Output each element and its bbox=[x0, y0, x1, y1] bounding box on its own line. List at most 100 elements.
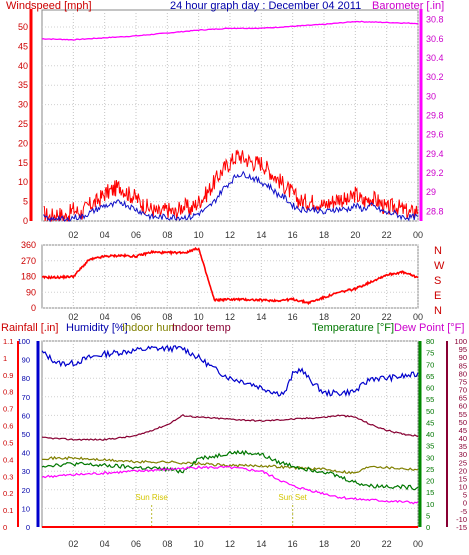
x-tick-label: 16 bbox=[288, 312, 298, 322]
rain-tick-label: 0.2 bbox=[3, 489, 13, 498]
headers: Windspeed [mph] 24 hour graph day : Dece… bbox=[1, 0, 464, 334]
barometer-tick-label: 28.8 bbox=[426, 206, 444, 216]
x-tick-label: 14 bbox=[256, 312, 266, 322]
x-tick-label: 16 bbox=[288, 230, 298, 240]
barometer-tick-label: 29.2 bbox=[426, 168, 444, 178]
dewpoint-tick-label: 45 bbox=[459, 426, 467, 435]
windspeed-tick-label: 45 bbox=[18, 41, 28, 51]
barometer-tick-label: 30.2 bbox=[426, 72, 444, 82]
temperature-tick-label: 75 bbox=[426, 349, 434, 358]
legend-rainfall: Rainfall [.in] bbox=[1, 322, 58, 334]
dewpoint-tick-label: 40 bbox=[459, 434, 467, 443]
dew-point-f-line bbox=[41, 465, 419, 505]
x-tick-label: 22 bbox=[382, 539, 392, 549]
dewpoint-tick-label: 60 bbox=[459, 402, 467, 411]
x-tick-label: 00 bbox=[413, 312, 423, 322]
x-tick-label: 18 bbox=[319, 539, 329, 549]
temperature-tick-label: 45 bbox=[426, 418, 434, 427]
dewpoint-tick-label: 85 bbox=[459, 361, 467, 370]
legend-dew-point: Dew Point [°F] bbox=[394, 322, 464, 334]
barometer-tick-label: 29.8 bbox=[426, 111, 444, 121]
temperature-tick-label: 70 bbox=[426, 360, 434, 369]
dewpoint-tick-label: 70 bbox=[459, 386, 467, 395]
temperature-tick-label: 20 bbox=[426, 477, 434, 486]
humidity-tick-label: 10 bbox=[22, 504, 30, 513]
rain-tick-label: 0.7 bbox=[3, 405, 13, 414]
legend-temperature: Temperature [°F] bbox=[312, 322, 394, 334]
humidity-tick-label: 90 bbox=[22, 356, 30, 365]
dewpoint-tick-label: 15 bbox=[459, 474, 467, 483]
temperature-tick-label: 5 bbox=[426, 511, 430, 520]
windspeed-tick-label: 15 bbox=[18, 158, 28, 168]
temperature-tick-label: 60 bbox=[426, 384, 434, 393]
x-tick-label: 22 bbox=[382, 312, 392, 322]
x-tick-label: 02 bbox=[68, 312, 78, 322]
windspeed-tick-label: 25 bbox=[18, 119, 28, 129]
rain-tick-label: 0.3 bbox=[3, 472, 13, 481]
compass-label: N bbox=[434, 305, 442, 317]
barometer-tick-label: 29.4 bbox=[426, 149, 444, 159]
dewpoint-tick-label: -15 bbox=[456, 523, 467, 532]
humidity-tick-label: 40 bbox=[22, 449, 30, 458]
compass-label: S bbox=[434, 275, 441, 287]
x-tick-label: 04 bbox=[100, 312, 110, 322]
dewpoint-tick-label: 90 bbox=[459, 353, 467, 362]
rain-tick-label: 0.5 bbox=[3, 438, 13, 447]
compass-label: E bbox=[434, 290, 441, 302]
temperature-tick-label: 55 bbox=[426, 395, 434, 404]
humidity-tick-label: 50 bbox=[22, 430, 30, 439]
wind-baro-panel: 0 5 10 15 20 25 30 35 40 45 50 28.8 29 29.2 29.4 29.6 29… bbox=[18, 9, 444, 240]
x-tick-label: 14 bbox=[256, 230, 266, 240]
x-tick-label: 06 bbox=[131, 539, 141, 549]
humidity-tick-label: 0 bbox=[26, 523, 30, 532]
windspeed-tick-label: 20 bbox=[18, 138, 28, 148]
indoor-temp-line bbox=[41, 414, 419, 441]
x-tick-label: 04 bbox=[100, 230, 110, 240]
compass-label: W bbox=[434, 260, 445, 272]
sun-marker-label: Sun Set bbox=[278, 493, 307, 502]
humidity-line bbox=[41, 344, 419, 398]
temperature-tick-label: 35 bbox=[426, 442, 434, 451]
barometer-tick-label: 29 bbox=[426, 187, 436, 197]
x-tick-label: 20 bbox=[350, 539, 360, 549]
windspeed-tick-label: 5 bbox=[23, 197, 28, 207]
compass-label: N bbox=[434, 245, 442, 257]
gust-line bbox=[43, 170, 418, 223]
barometer-tick-label: 29.6 bbox=[426, 130, 444, 140]
x-tick-label: 04 bbox=[100, 539, 110, 549]
temperature-tick-label: 10 bbox=[426, 500, 434, 509]
windspeed-tick-label: 0 bbox=[23, 216, 28, 226]
windspeed-axis-title: Windspeed [mph] bbox=[6, 0, 92, 12]
dewpoint-tick-label: 0 bbox=[463, 499, 467, 508]
rain-tick-label: 0.1 bbox=[3, 506, 13, 515]
x-tick-label: 22 bbox=[382, 230, 392, 240]
x-tick-label: 14 bbox=[256, 539, 266, 549]
temperature-tick-label: 25 bbox=[426, 465, 434, 474]
windspeed-line bbox=[43, 149, 419, 222]
dewpoint-tick-label: 50 bbox=[459, 418, 467, 427]
wind-direction-line bbox=[41, 246, 419, 306]
temperature-tick-label: 30 bbox=[426, 453, 434, 462]
dewpoint-tick-label: 30 bbox=[459, 450, 467, 459]
direction-tick-label: 180 bbox=[21, 272, 36, 282]
rain-tick-label: 0.9 bbox=[3, 371, 13, 380]
sun-marker-label: Sun Rise bbox=[135, 493, 168, 502]
dewpoint-tick-label: 100 bbox=[454, 337, 467, 346]
direction-tick-label: 360 bbox=[21, 240, 36, 250]
x-tick-label: 06 bbox=[131, 230, 141, 240]
indoor-hum-line bbox=[41, 455, 418, 475]
x-tick-label: 18 bbox=[319, 230, 329, 240]
dewpoint-tick-label: 55 bbox=[459, 410, 467, 419]
x-tick-label: 10 bbox=[194, 230, 204, 240]
rain-tick-label: 0.8 bbox=[3, 388, 13, 397]
windspeed-tick-label: 30 bbox=[18, 100, 28, 110]
temperature-tick-label: 15 bbox=[426, 488, 434, 497]
x-tick-label: 08 bbox=[162, 539, 172, 549]
x-tick-label: 12 bbox=[225, 230, 235, 240]
barometer-axis-title: Barometer [.in] bbox=[372, 0, 444, 12]
dewpoint-tick-label: -5 bbox=[460, 507, 467, 516]
windspeed-tick-label: 35 bbox=[18, 80, 28, 90]
direction-tick-label: 90 bbox=[26, 287, 36, 297]
